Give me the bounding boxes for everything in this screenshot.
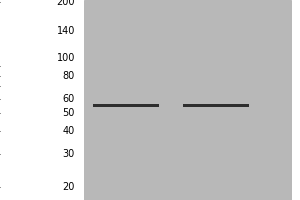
Text: 140: 140 (57, 26, 75, 36)
Text: 50: 50 (63, 108, 75, 118)
Bar (84, 0, 291, 200)
Text: 80: 80 (63, 71, 75, 81)
Text: 100: 100 (57, 53, 75, 63)
Text: 60: 60 (63, 94, 75, 104)
Text: 20: 20 (63, 182, 75, 192)
Text: 30: 30 (63, 149, 75, 159)
Text: 40: 40 (63, 126, 75, 136)
Text: 200: 200 (56, 0, 75, 7)
